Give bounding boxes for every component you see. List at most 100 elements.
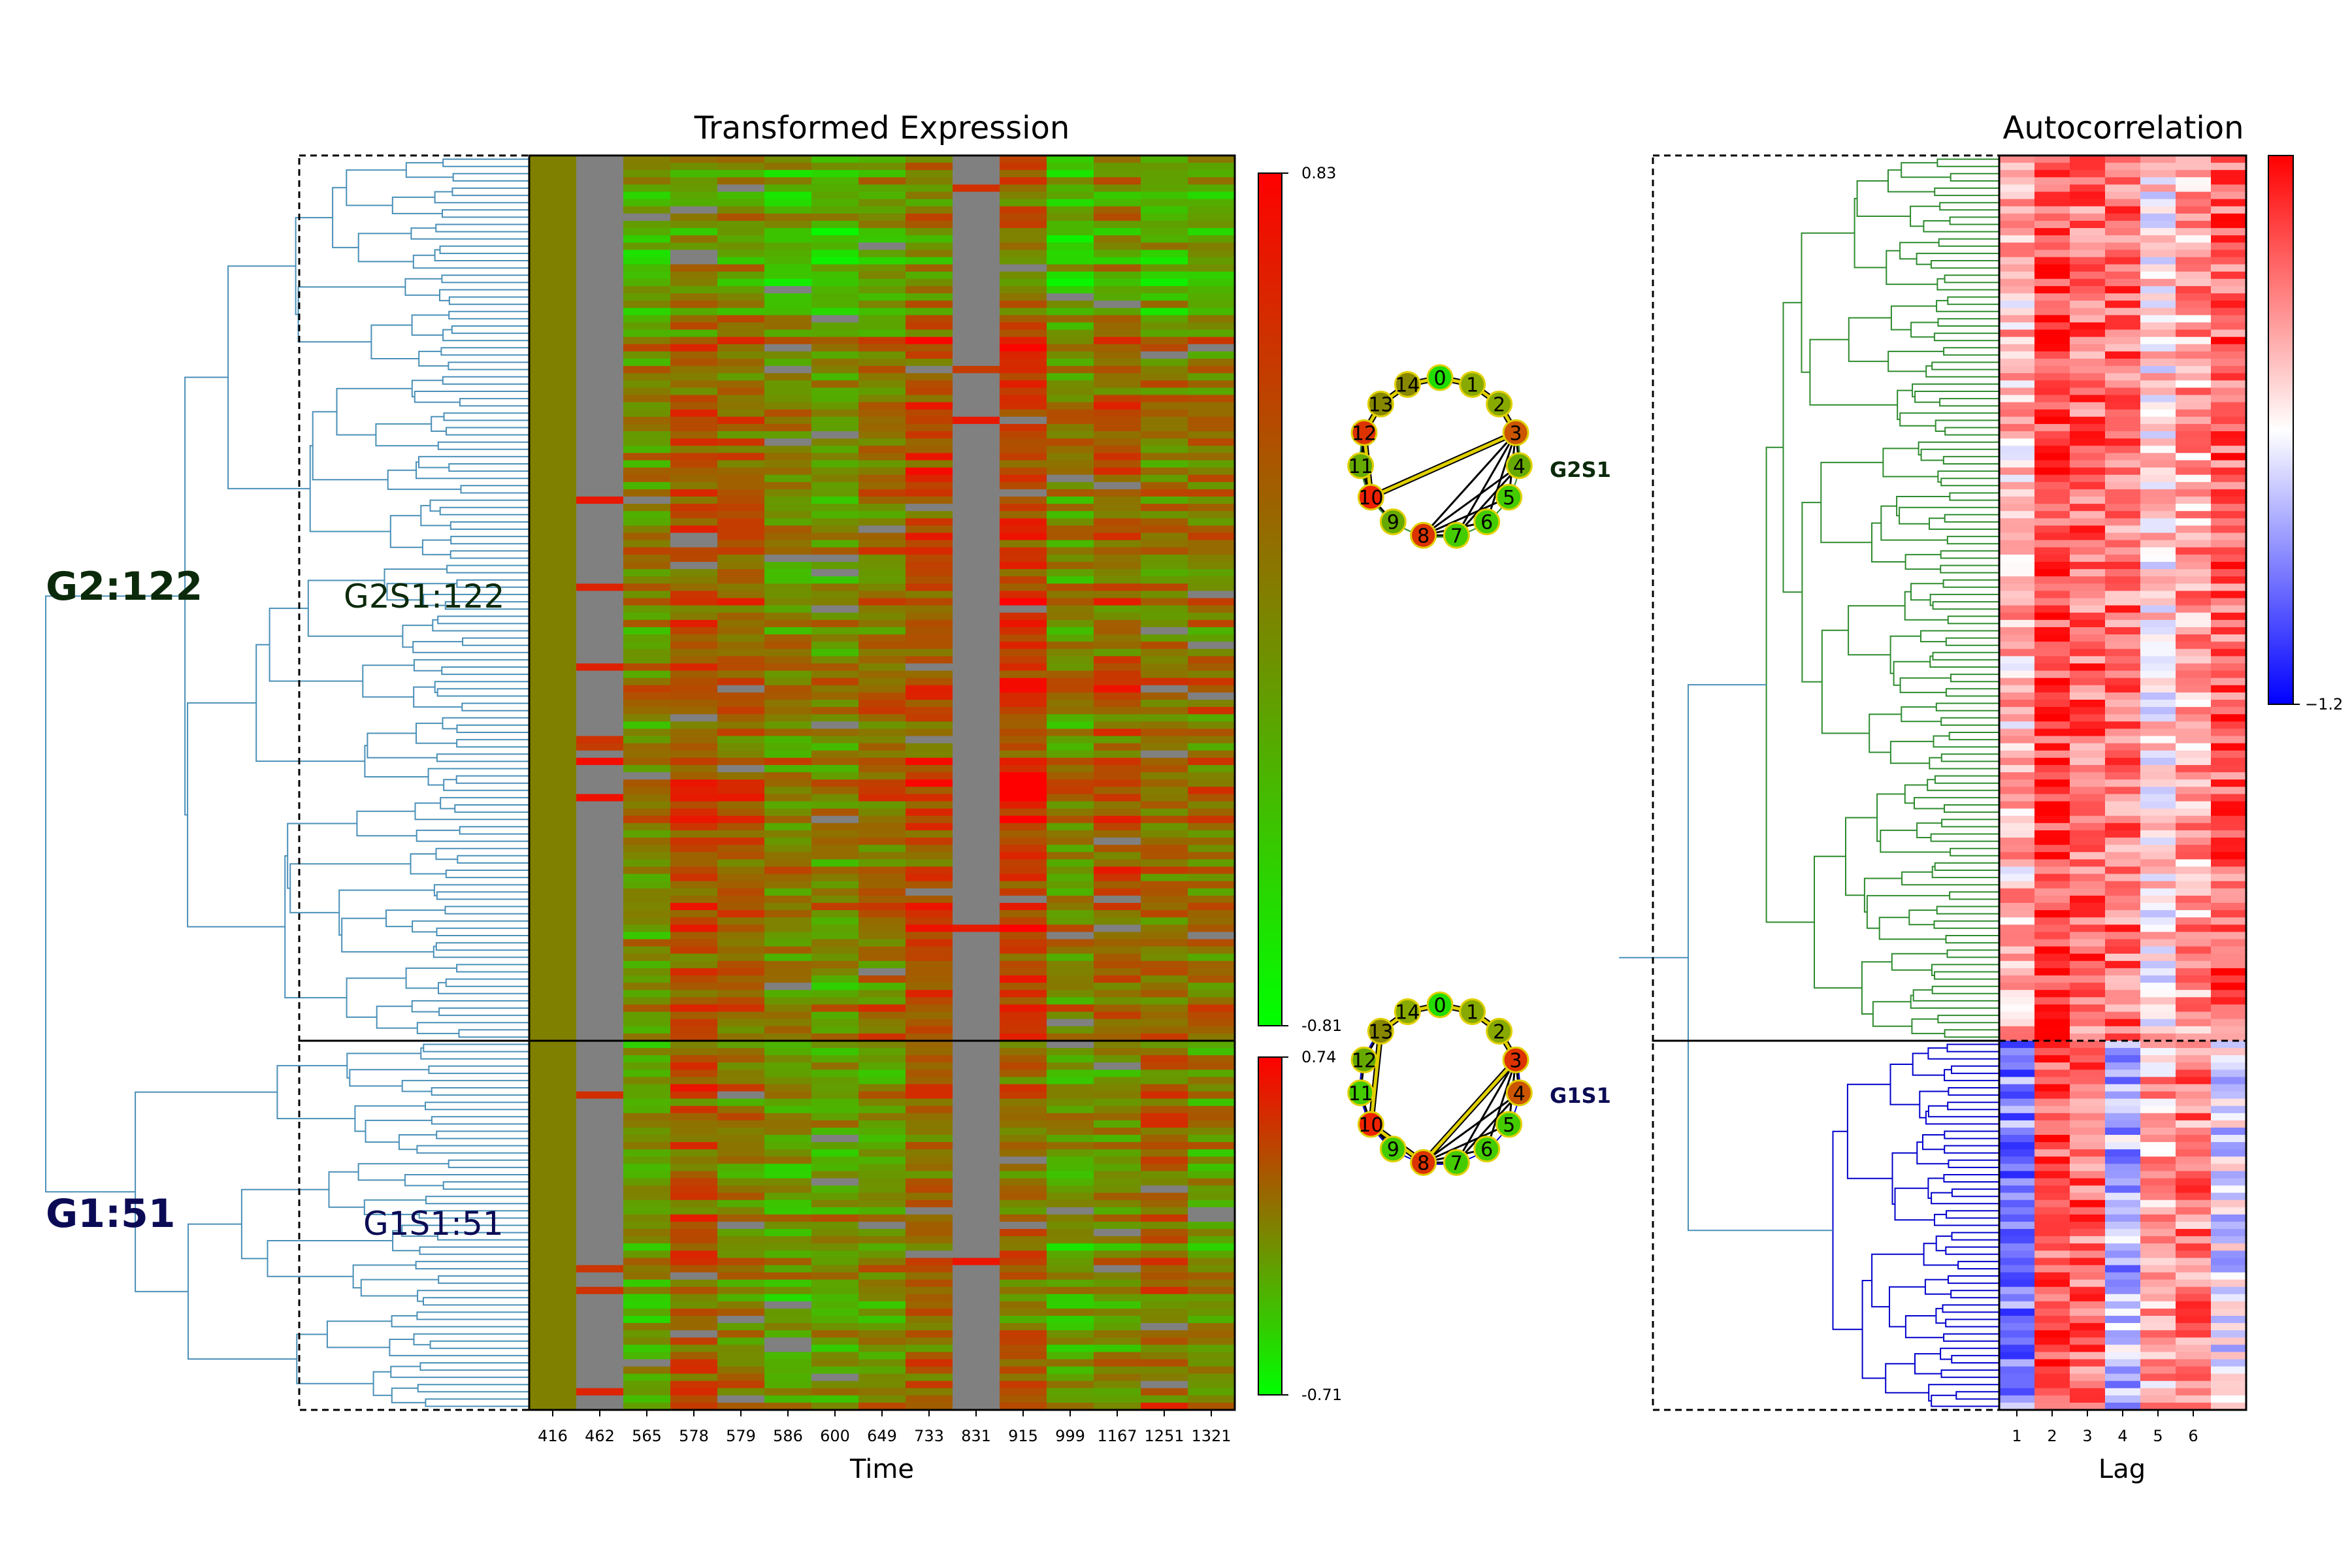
autocorrelation-x-tick: 5 (2153, 1427, 2163, 1445)
network-edge (1423, 1123, 1510, 1164)
network-label-g1s1: G1S1 (1550, 1083, 1611, 1108)
network-node-label: 0 (1433, 994, 1446, 1017)
network-node-label: 8 (1417, 525, 1429, 547)
network-node-label: 7 (1450, 1152, 1463, 1175)
network-edge (1486, 432, 1517, 523)
network-node (1426, 991, 1454, 1019)
expression-x-tick: 915 (1008, 1427, 1038, 1445)
network-node-label: 14 (1395, 374, 1420, 397)
colorbar-autocorrelation: −1.2 (2268, 155, 2343, 713)
network-node (1394, 998, 1421, 1026)
network-node (1459, 998, 1486, 1026)
network-edge (1456, 1092, 1520, 1164)
network-node-label: 4 (1513, 1083, 1526, 1105)
network-node (1394, 371, 1421, 399)
autocorrelation-x-tick: 6 (2188, 1427, 2198, 1445)
network-node (1410, 521, 1437, 549)
network-node (1459, 371, 1486, 399)
network-node (1505, 1079, 1533, 1107)
network-node-label: 5 (1503, 1114, 1515, 1137)
network-node-label: 2 (1493, 1021, 1505, 1043)
expression-x-tick: 831 (961, 1427, 991, 1445)
autocorrelation-x-label: Lag (2099, 1454, 2146, 1484)
network-node (1486, 390, 1513, 417)
cluster-label-g1: G1:51 (46, 1191, 176, 1237)
network-node (1357, 483, 1384, 511)
network-node-label: 8 (1417, 1152, 1429, 1175)
network-highlight-edge (1422, 1058, 1517, 1164)
network-edge (1423, 496, 1510, 536)
expression-x-tick: 416 (538, 1427, 568, 1445)
colorbar-g1: 0.74 -0.71 (1258, 1048, 1342, 1404)
expression-x-tick: 462 (585, 1427, 615, 1445)
network-node (1486, 1017, 1513, 1045)
autocorrelation-x-tick: 3 (2082, 1427, 2092, 1445)
expression-x-tick: 1167 (1097, 1427, 1137, 1445)
expression-x-tick: 565 (632, 1427, 662, 1445)
network-node (1443, 1149, 1470, 1176)
network-edge (1422, 465, 1520, 536)
network-label-g2s1: G2S1 (1550, 457, 1611, 482)
network-node-label: 11 (1348, 455, 1373, 478)
expression-heatmap (528, 154, 1236, 1411)
network-node (1410, 1149, 1437, 1176)
expression-x-tick: 1251 (1144, 1427, 1184, 1445)
network-node (1495, 1111, 1523, 1138)
network-node-label: 6 (1480, 512, 1493, 534)
colorbar-g1-max: 0.74 (1301, 1048, 1336, 1066)
colorbar-g2-max: 0.83 (1301, 164, 1336, 182)
network-node (1502, 1046, 1529, 1073)
subcluster-label-g1s1: G1S1:51 (363, 1205, 504, 1243)
autocorrelation-x-ticks: 1 2 3 4 5 6 (2012, 1410, 2198, 1445)
expression-x-tick: 999 (1055, 1427, 1085, 1445)
autocorrelation-x-tick: 2 (2047, 1427, 2057, 1445)
network-node (1367, 1017, 1394, 1045)
colorbar-auto-min: −1.2 (2305, 695, 2343, 713)
expression-x-tick: 579 (726, 1427, 756, 1445)
autocorrelation-dendrogram (1619, 158, 1999, 1407)
expression-x-tick: 578 (679, 1427, 709, 1445)
network-node (1357, 1111, 1384, 1138)
expression-x-tick: 600 (820, 1427, 850, 1445)
network-node-label: 5 (1503, 487, 1515, 510)
autocorrelation-x-tick: 1 (2012, 1427, 2021, 1445)
network-node-label: 10 (1358, 1114, 1383, 1137)
autocorrelation-x-tick: 4 (2117, 1427, 2127, 1445)
expression-x-tick: 586 (773, 1427, 803, 1445)
network-node-label: 13 (1368, 1021, 1393, 1043)
subcluster-label-g2s1: G2S1:122 (344, 578, 504, 615)
expression-dendrogram (45, 158, 529, 1407)
network-node (1350, 1046, 1378, 1073)
colorbar-g1-min: -0.71 (1301, 1386, 1342, 1404)
expression-x-label: Time (849, 1454, 914, 1484)
expression-x-tick: 649 (867, 1427, 897, 1445)
network-edge (1486, 1059, 1517, 1150)
autocorrelation-heatmap (1998, 154, 2247, 1411)
network-node-label: 3 (1509, 1049, 1522, 1072)
network-node-label: 6 (1480, 1139, 1493, 1162)
expression-x-tick: 1321 (1191, 1427, 1231, 1445)
expression-x-tick: 733 (914, 1427, 944, 1445)
network-node (1443, 521, 1470, 549)
network-node-label: 12 (1352, 422, 1377, 445)
network-node-label: 13 (1368, 393, 1393, 416)
network-node-label: 12 (1352, 1049, 1377, 1072)
network-node (1350, 419, 1378, 446)
network-highlight-edge (1369, 1031, 1382, 1125)
cluster-boxes (298, 154, 2246, 1411)
network-highlight-edge (1370, 431, 1517, 499)
network-node (1473, 508, 1501, 536)
network-node (1502, 419, 1529, 446)
colorbar-g2: 0.83 -0.81 (1258, 164, 1342, 1035)
network-node-label: 4 (1513, 455, 1526, 478)
network-node-label: 14 (1395, 1002, 1420, 1024)
expression-x-ticks: 416 462 565 578 579 586 600 649 733 831 915 999 1167… (538, 1410, 1232, 1445)
network-node-label: 10 (1358, 487, 1383, 510)
network-node-label: 9 (1387, 1139, 1399, 1162)
network-node-label: 9 (1387, 512, 1399, 534)
network-node-label: 0 (1433, 367, 1446, 390)
network-node (1379, 1135, 1407, 1163)
